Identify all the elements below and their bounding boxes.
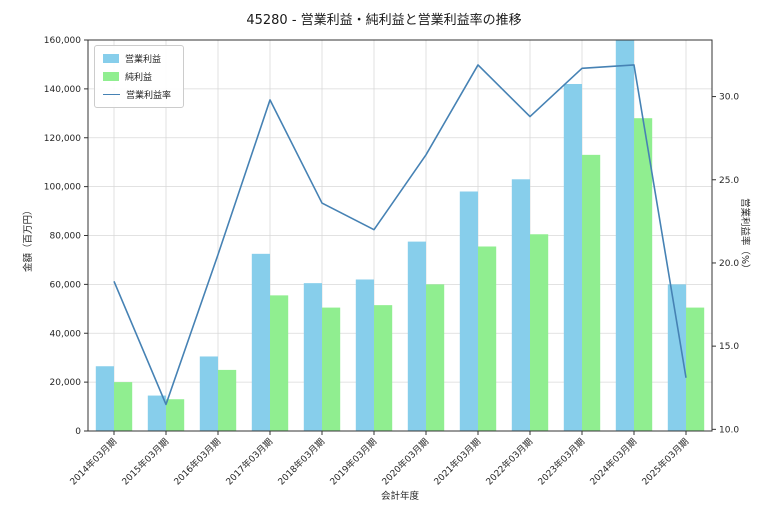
- x-axis-tick-label: 2021年03月期: [431, 436, 483, 488]
- legend-item-operating-profit: 営業利益: [103, 52, 171, 65]
- x-axis-label: 会計年度: [380, 491, 419, 502]
- net-profit-swatch: [103, 72, 119, 81]
- bar-net-profit: [582, 154, 601, 431]
- bar-net-profit: [270, 295, 289, 431]
- bar-operating-profit: [511, 179, 530, 431]
- chart-title: 45280 - 営業利益・純利益と営業利益率の推移: [246, 13, 522, 28]
- right-axis-tick-label: 10.0: [719, 425, 739, 435]
- operating-margin-swatch: [103, 94, 120, 95]
- bar-operating-profit: [251, 253, 270, 431]
- right-axis-tick-label: 30.0: [719, 93, 739, 103]
- x-axis-tick-label: 2019年03月期: [327, 436, 379, 488]
- bar-operating-profit: [407, 241, 426, 431]
- legend-item-net-profit: 純利益: [103, 70, 171, 83]
- left-axis-tick-label: 0: [75, 427, 81, 437]
- legend-item-operating-margin: 営業利益率: [103, 88, 171, 101]
- bar-operating-profit: [303, 283, 322, 431]
- left-axis-tick-label: 20,000: [50, 378, 82, 388]
- x-axis-tick-label: 2020年03月期: [379, 436, 431, 488]
- legend-label-operating-margin: 営業利益率: [126, 91, 172, 101]
- operating-margin-line: [113, 64, 687, 406]
- x-axis-tick-label: 2014年03月期: [67, 436, 119, 488]
- x-axis-tick-label: 2022年03月期: [483, 436, 535, 488]
- x-axis-tick-label: 2017年03月期: [223, 436, 275, 488]
- left-axis-tick-label: 120,000: [44, 134, 81, 144]
- left-axis-tick-label: 40,000: [50, 329, 82, 339]
- right-axis-tick-label: 15.0: [719, 342, 739, 352]
- bar-net-profit: [322, 307, 341, 431]
- left-axis-tick-label: 100,000: [44, 183, 81, 193]
- right-axis-tick-label: 20.0: [719, 259, 739, 269]
- x-axis-tick-label: 2015年03月期: [119, 436, 171, 488]
- legend-label-net-profit: 純利益: [125, 73, 153, 83]
- x-axis-tick-label: 2023年03月期: [535, 436, 587, 488]
- bar-operating-profit: [147, 395, 166, 431]
- bar-net-profit: [530, 234, 549, 431]
- bar-operating-profit: [459, 191, 478, 431]
- left-axis-tick-label: 60,000: [50, 280, 82, 290]
- legend-label-operating-profit: 営業利益: [125, 55, 162, 65]
- bar-operating-profit: [563, 83, 582, 432]
- bar-operating-profit: [355, 279, 374, 431]
- bar-net-profit: [374, 305, 393, 431]
- x-axis-tick-label: 2025年03月期: [639, 436, 691, 488]
- left-axis-tick-label: 140,000: [44, 85, 81, 95]
- bar-net-profit: [166, 399, 185, 431]
- right-axis-tick-label: 25.0: [719, 176, 739, 186]
- bar-operating-profit: [95, 366, 114, 431]
- bar-operating-profit: [615, 40, 634, 431]
- operating-profit-swatch: [103, 54, 119, 63]
- bar-net-profit: [686, 307, 705, 431]
- bar-net-profit: [114, 382, 133, 431]
- left-axis-tick-label: 80,000: [50, 232, 82, 242]
- x-axis-tick-label: 2018年03月期: [275, 436, 327, 488]
- x-axis-tick-label: 2016年03月期: [171, 436, 223, 488]
- bar-operating-profit: [667, 284, 686, 431]
- bar-net-profit: [426, 284, 445, 431]
- left-axis-tick-label: 160,000: [44, 36, 81, 46]
- bar-operating-profit: [199, 356, 218, 431]
- y-axis-label-left: 金額（百万円）: [23, 205, 34, 272]
- x-axis-tick-label: 2024年03月期: [587, 436, 639, 488]
- legend: 営業利益 純利益 営業利益率: [94, 45, 185, 108]
- bar-net-profit: [634, 118, 653, 431]
- bar-net-profit: [218, 369, 237, 431]
- y-axis-label-right: 営業利益率（%）: [739, 198, 750, 274]
- bar-net-profit: [478, 246, 497, 431]
